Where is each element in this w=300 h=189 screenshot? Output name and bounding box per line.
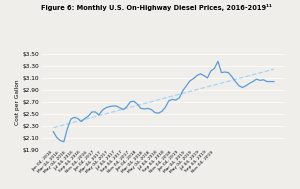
Text: Figure 6: Monthly U.S. On-Highway Diesel Prices, 2016-2019¹¹: Figure 6: Monthly U.S. On-Highway Diesel… [40,4,272,11]
Y-axis label: Cost per Gallon: Cost per Gallon [15,79,20,125]
